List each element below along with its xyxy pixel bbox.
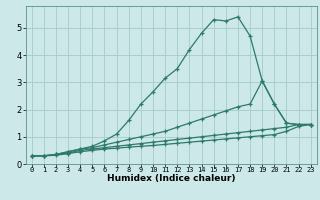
X-axis label: Humidex (Indice chaleur): Humidex (Indice chaleur) [107,174,236,183]
